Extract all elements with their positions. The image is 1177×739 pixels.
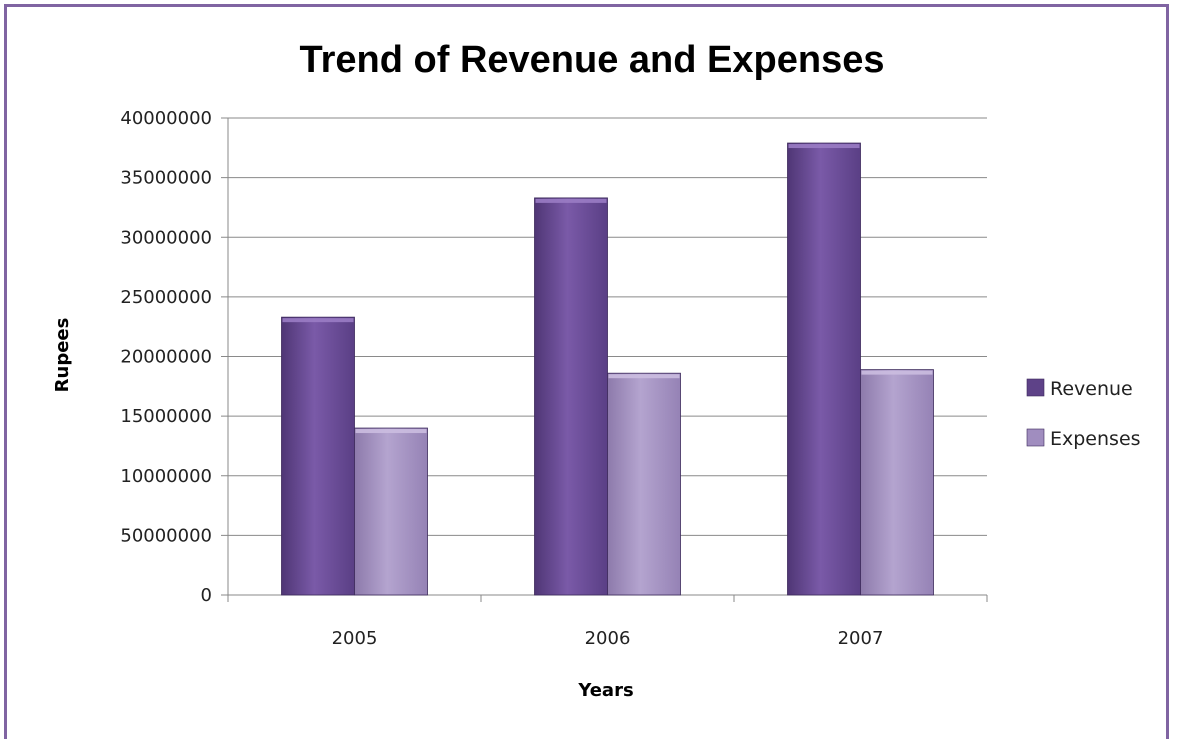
y-tick-label: 10000000	[120, 466, 212, 487]
bar-revenue-2005	[281, 316, 355, 596]
y-tick-label: 0	[201, 585, 212, 606]
y-tick-label: 25000000	[120, 287, 212, 308]
y-tick-label: 15000000	[120, 406, 212, 427]
bar-revenue-2006	[534, 197, 608, 596]
bar-bevel	[788, 144, 860, 149]
x-tick-labels: 2005 2006 2007	[332, 628, 884, 649]
y-tick-label: 35000000	[120, 168, 212, 189]
y-tick-labels: 0 50000000 10000000 15000000 20000000 2500000…	[120, 108, 212, 606]
bar-expenses-2005	[354, 427, 428, 596]
legend-swatch-expenses	[1026, 428, 1045, 447]
bar-revenue-2007	[787, 142, 861, 596]
x-tick-label: 2005	[332, 628, 378, 649]
bar-bevel	[355, 429, 427, 434]
bar-bevel	[861, 370, 933, 375]
legend-swatch-revenue	[1026, 378, 1045, 397]
bar-expenses-2006	[607, 372, 681, 596]
y-axis-title: Rupees	[52, 318, 73, 393]
bar-bevel	[282, 318, 354, 323]
x-axis-title: Years	[577, 680, 633, 701]
y-tick-label: 50000000	[120, 525, 212, 546]
legend-label-expenses: Expenses	[1050, 428, 1141, 450]
legend-label-revenue: Revenue	[1050, 378, 1133, 400]
bar-bevel	[608, 374, 680, 379]
chart-title: Trend of Revenue and Expenses	[300, 39, 885, 81]
legend: Revenue Expenses	[1026, 378, 1141, 450]
x-tick-label: 2006	[585, 628, 631, 649]
y-tick-label: 30000000	[120, 227, 212, 248]
y-tick-label: 40000000	[120, 108, 212, 129]
bars	[281, 142, 934, 596]
x-tick-label: 2007	[838, 628, 884, 649]
bar-expenses-2007	[860, 369, 934, 596]
y-tick-label: 20000000	[120, 347, 212, 368]
bar-bevel	[535, 198, 607, 203]
